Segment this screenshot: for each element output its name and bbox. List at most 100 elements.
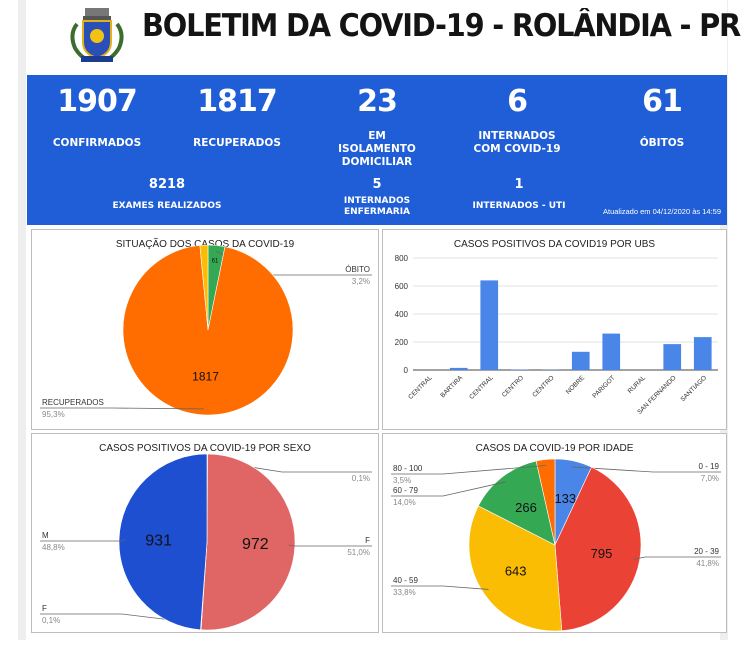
leader-line [633, 556, 721, 560]
slice-value-label: 795 [591, 546, 613, 561]
slice-percent-label: 41,8% [696, 559, 719, 568]
pie-slice [554, 466, 642, 632]
x-tick-label: PARIGOT [591, 374, 616, 399]
substat-value: 1 [514, 177, 524, 192]
substat-icu: 1 INTERNADOS - UTI [449, 177, 589, 212]
y-tick-label: 600 [395, 282, 409, 291]
header: BOLETIM DA COVID-19 - ROLÂNDIA - PR [27, 0, 741, 75]
slice-percent-label: 33,8% [393, 588, 416, 597]
stat-value: 6 [507, 84, 528, 119]
slice-name-label: 0 - 19 [699, 462, 720, 471]
y-tick-label: 800 [395, 254, 409, 263]
stat-recovered: 1817 RECUPERADOS [172, 84, 302, 150]
sex-pie-chart: 0,1% 972 F 51,0% F 0,1% 931 M 48,8% [40, 453, 372, 631]
leader-line [40, 538, 126, 542]
slice-value-label: 133 [554, 491, 576, 506]
slice-value-label: 266 [515, 500, 537, 515]
city-coat-of-arms-icon [70, 8, 124, 62]
leader-line [288, 544, 372, 547]
chart-panel-ubs: CASOS POSITIVOS DA COVID19 POR UBS 0 200 4… [382, 229, 727, 430]
page-title: BOLETIM DA COVID-19 - ROLÂNDIA - PR [142, 8, 741, 44]
chart-title: CASOS DA COVID-19 POR IDADE [475, 443, 634, 454]
stat-label: ÓBITOS [639, 137, 685, 149]
chart-panel-sex: CASOS POSITIVOS DA COVID-19 POR SEXO 0,1… [31, 433, 379, 633]
stat-label: CONFIRMADOS [52, 137, 142, 149]
chart-title: CASOS POSITIVOS DA COVID19 POR UBS [453, 239, 656, 250]
pie-slice [468, 505, 563, 632]
slice-name-label: F [365, 536, 370, 545]
slice-percent-label: 3,2% [352, 277, 370, 286]
slice-name-label: RECUPERADOS [42, 398, 104, 407]
chart-panel-age: CASOS DA COVID-19 POR IDADE 133 0 - 19 7,0… [382, 433, 727, 633]
stat-value: 61 [642, 84, 683, 119]
x-tick-label: SANTIAGO [679, 374, 708, 403]
x-tick-label: CENTRO [531, 374, 555, 398]
slice-percent-label: 51,0% [347, 548, 370, 557]
chart-panel-situation: SITUAÇÃO DOS CASOS DA COVID-19 61 ÓBITO 3,… [31, 229, 379, 430]
stat-value: 1817 [197, 84, 278, 119]
age-pie-chart: 133 0 - 19 7,0% 795 20 - 39 41,8% 643 40 - 59 33… [391, 458, 721, 632]
updated-timestamp: Atualizado em 04/12/2020 às 14:59 [602, 207, 721, 216]
chart-title: SITUAÇÃO DOS CASOS DA COVID-19 [115, 239, 295, 250]
y-tick-label: 200 [395, 338, 409, 347]
slice-name-label: ÓBITO [345, 265, 370, 274]
slice-name-label: 80 - 100 [393, 464, 423, 473]
slice-name-label: 60 - 79 [393, 486, 418, 495]
stat-confirmed: 1907 CONFIRMADOS [32, 84, 162, 150]
slice-name-label: 40 - 59 [393, 576, 418, 585]
substat-label: INTERNADOS ENFERMARIA [343, 196, 411, 217]
substat-label: EXAMES REALIZADOS [112, 201, 222, 211]
pie-slice [535, 458, 556, 546]
bar [571, 351, 590, 370]
y-tick-label: 0 [404, 366, 409, 375]
stat-home-isolation: 23 EM ISOLAMENTO DOMICILIAR [312, 84, 442, 169]
bar [480, 280, 499, 370]
slice-name-label: 20 - 39 [694, 547, 719, 556]
leader-line [391, 481, 507, 497]
stat-label: EM ISOLAMENTO DOMICILIAR [338, 130, 416, 168]
x-tick-label: CENTRO [501, 374, 525, 398]
slice-value-label: 931 [145, 533, 172, 550]
stat-value: 23 [357, 84, 398, 119]
bar [693, 337, 712, 370]
substat-ward: 5 INTERNADOS ENFERMARIA [307, 177, 447, 218]
bar [449, 367, 468, 370]
substat-value: 5 [372, 177, 382, 192]
slice-percent-label: 0,1% [42, 616, 60, 625]
slice-name-label: M [42, 531, 49, 540]
leader-line [391, 465, 547, 475]
stat-deaths: 61 ÓBITOS [597, 84, 727, 150]
substat-value: 8218 [148, 177, 186, 192]
summary-banner: 1907 CONFIRMADOS 1817 RECUPERADOS 23 EM … [27, 75, 727, 225]
slice-percent-label: 48,8% [42, 543, 65, 552]
pie-slice [122, 245, 294, 416]
pie-slice [200, 453, 296, 631]
slice-percent-label: 0,1% [352, 474, 370, 483]
slice-value-label: 643 [505, 564, 527, 579]
bar [663, 344, 682, 370]
substat-label: INTERNADOS - UTI [472, 201, 566, 211]
stat-hospitalized: 6 INTERNADOS COM COVID-19 [452, 84, 582, 156]
x-tick-label: CENTRAL [468, 374, 495, 401]
stat-value: 1907 [57, 84, 138, 119]
y-tick-label: 400 [395, 310, 409, 319]
slice-value-label: 1817 [192, 370, 219, 384]
substat-exams: 8218 EXAMES REALIZADOS [97, 177, 237, 212]
x-tick-label: RURAL [627, 374, 648, 395]
slice-percent-label: 14,0% [393, 498, 416, 507]
chart-title: CASOS POSITIVOS DA COVID-19 POR SEXO [99, 443, 311, 454]
x-tick-label: BARTIRA [439, 374, 464, 399]
slice-value-label: 972 [242, 536, 269, 553]
slice-percent-label: 3,5% [393, 476, 411, 485]
slice-percent-label: 95,3% [42, 410, 65, 419]
pie-slice [477, 460, 556, 546]
slice-name-label: F [42, 604, 47, 613]
bar [602, 333, 621, 370]
x-tick-label: NOBRE [565, 374, 587, 396]
stat-label: INTERNADOS COM COVID-19 [473, 130, 561, 155]
leader-line [572, 466, 721, 473]
stat-label: RECUPERADOS [193, 137, 281, 149]
slice-value-label: 61 [212, 259, 219, 265]
leader-line [40, 407, 204, 410]
